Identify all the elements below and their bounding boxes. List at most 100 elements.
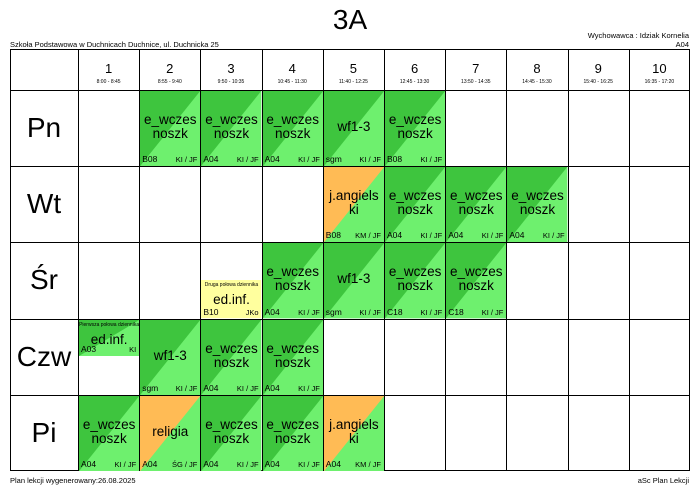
period-header: 4 10:45 - 11:30 (262, 49, 323, 90)
lesson-card[interactable]: e_wczesnoszk C18 KI / JF (385, 243, 446, 319)
lesson-background (323, 91, 384, 167)
period-header: 7 13:50 - 14:35 (445, 49, 506, 90)
lesson-subject: e_wczesnoszk (82, 416, 136, 446)
grid-row-line (10, 166, 690, 167)
lesson-card[interactable]: e_wczesnoszk A04 KI / JF (201, 319, 262, 395)
lesson-card[interactable]: wf1-3 sgm KI / JF (140, 319, 201, 395)
period-time: 15:40 - 16:25 (583, 79, 613, 85)
period-header: 6 12:45 - 13:30 (384, 49, 445, 90)
lesson-card[interactable]: e_wczesnoszk A04 KI / JF (79, 395, 140, 471)
school-name: Szkoła Podstawowa w Duchnicach Duchnice,… (10, 40, 219, 49)
lesson-subject: wf1-3 (337, 119, 371, 134)
lesson-teacher: KI / JF (236, 155, 259, 165)
lesson-background (446, 167, 507, 243)
period-header: 3 9:50 - 10:35 (200, 49, 261, 90)
grid-row-line (10, 395, 690, 396)
lesson-card[interactable]: e_wczesnoszk A04 KI / JF (201, 395, 262, 471)
lesson-card[interactable]: j.angielski B08 KM / JF (323, 167, 384, 243)
lesson-background (262, 319, 323, 395)
lesson-subject: e_wczesnoszk (450, 264, 503, 294)
lesson-background (262, 395, 323, 471)
lesson-teacher: KI / JF (298, 459, 320, 469)
lesson-room: A04 (264, 306, 280, 317)
lesson-teacher: KI / JF (420, 155, 443, 165)
lesson-card[interactable]: e_wczesnoszk A04 KI / JF (385, 167, 446, 243)
lesson-card[interactable]: e_wczesnoszk A04 KI / JF (262, 91, 323, 167)
lesson-subject: e_wczesnoszk (388, 112, 442, 141)
lesson-subject: e_wczesnoszk (388, 188, 442, 218)
period-header: 1 8:00 - 8:45 (78, 49, 139, 90)
lesson-teacher: KI / JF (298, 383, 320, 393)
period-number: 8 (533, 61, 541, 76)
lesson-subject: j.angielski (329, 416, 379, 446)
period-number: 1 (104, 61, 113, 76)
lesson-room: A04 (509, 230, 525, 241)
lesson-background (385, 167, 446, 243)
lesson-subject: e_wczesnoszk (511, 188, 564, 218)
lesson-card[interactable]: e_wczesnoszk A04 KI / JF (262, 395, 323, 471)
lesson-card[interactable]: j.angielski A04 KM / JF (323, 395, 384, 471)
lesson-subject: wf1-3 (153, 347, 187, 363)
lesson-background (79, 395, 140, 471)
lesson-room: C18 (448, 306, 464, 317)
lesson-room: B08 (142, 154, 158, 165)
grid-col-line (323, 49, 324, 471)
lesson-room: A04 (264, 154, 280, 165)
lesson-card[interactable]: e_wczesnoszk B08 KI / JF (385, 91, 446, 167)
grid-col-line (200, 49, 201, 471)
lesson-background (201, 280, 262, 319)
period-number: 7 (472, 61, 480, 76)
lesson-card[interactable]: e_wczesnoszk A04 KI / JF (507, 167, 568, 243)
day-header: Pn (26, 112, 62, 144)
lesson-card[interactable]: e_wczesnoszk A04 KI / JF (262, 319, 323, 395)
lesson-background (140, 319, 201, 395)
day-header: Czw (16, 340, 72, 372)
lesson-card[interactable]: e_wczesnoszk B08 KI / JF (140, 91, 201, 167)
generated-date: Plan lekcji wygenerowany:26.08.2025 (10, 476, 136, 485)
lesson-room: A04 (264, 382, 280, 393)
lesson-card[interactable]: Pierwsza połowa dziennika ed.inf. A03 KI (79, 319, 140, 356)
lesson-background (201, 319, 262, 395)
period-time: 14:45 - 15:30 (522, 79, 552, 85)
period-header: 10 16:35 - 17:20 (629, 49, 690, 90)
lesson-subject: wf1-3 (337, 271, 371, 287)
lesson-background (79, 319, 140, 356)
lesson-background (201, 91, 262, 167)
lesson-room: A04 (387, 230, 403, 241)
lesson-room: A04 (203, 382, 219, 393)
period-header: 2 8:55 - 9:40 (139, 49, 200, 90)
lesson-card[interactable]: religia A04 ŚG / JF (140, 395, 201, 471)
day-header: Śr (30, 264, 58, 296)
lesson-teacher: KI / JF (114, 459, 137, 469)
lesson-card[interactable]: e_wczesnoszk A04 KI / JF (446, 167, 507, 243)
period-number: 2 (166, 61, 174, 76)
lesson-teacher: KI / JF (175, 155, 198, 165)
day-header: Pi (31, 416, 57, 448)
lesson-card[interactable]: wf1-3 sgm KI / JF (323, 243, 384, 319)
period-time: 13:50 - 14:35 (461, 79, 491, 85)
period-time: 8:00 - 8:45 (96, 79, 121, 85)
lesson-room: A04 (448, 230, 464, 241)
lesson-room: C18 (387, 306, 403, 317)
lesson-teacher: KI / JF (481, 307, 504, 317)
lesson-card[interactable]: wf1-3 sgm KI / JF (323, 91, 384, 167)
lesson-subject: e_wczesnoszk (144, 112, 197, 141)
grid-col-line (262, 49, 263, 471)
lesson-room: A04 (264, 458, 280, 469)
lesson-subject: ed.inf. (90, 331, 128, 347)
lesson-card[interactable]: e_wczesnoszk C18 KI / JF (446, 243, 507, 319)
lesson-teacher: KI / JF (298, 155, 320, 165)
period-header: 8 14:45 - 15:30 (506, 49, 567, 90)
period-time: 16:35 - 17:20 (644, 79, 675, 85)
lesson-card[interactable]: Druga połowa dziennika ed.inf. B10 JKo (201, 280, 262, 319)
lesson-subject: e_wczesnoszk (388, 264, 442, 294)
lesson-card[interactable]: e_wczesnoszk A04 KI / JF (201, 91, 262, 167)
grid-row-line (10, 319, 690, 320)
lesson-card[interactable]: e_wczesnoszk A04 KI / JF (262, 243, 323, 319)
homeroom-room: A04 (675, 40, 689, 49)
grid-border-left (10, 49, 11, 471)
grid-row-line (10, 242, 690, 243)
lesson-background (262, 243, 323, 319)
lesson-background (140, 91, 201, 167)
period-number: 4 (288, 61, 296, 76)
